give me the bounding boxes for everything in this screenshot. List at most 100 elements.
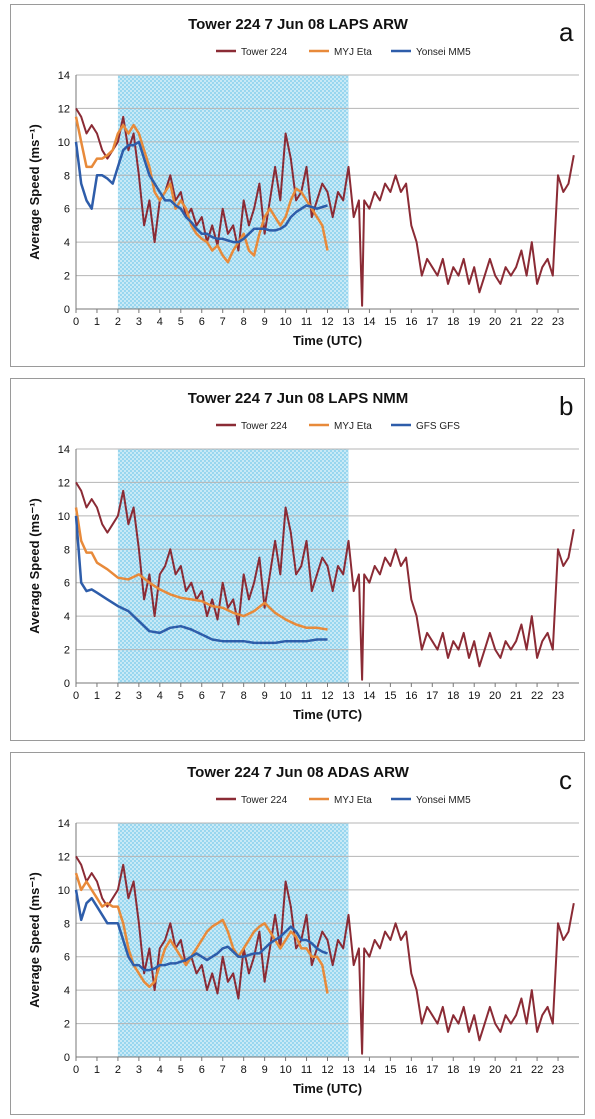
y-tick-label: 12: [58, 477, 70, 489]
x-tick-label: 13: [342, 316, 354, 328]
legend-entry: Yonsei MM5: [391, 47, 471, 58]
x-tick-label: 12: [321, 316, 333, 328]
x-tick-label: 15: [384, 316, 396, 328]
y-tick-label: 4: [64, 611, 70, 623]
x-tick-label: 13: [342, 690, 354, 702]
legend-label: Yonsei MM5: [416, 795, 471, 806]
legend-label: GFS GFS: [416, 421, 460, 432]
y-tick-label: 8: [64, 170, 70, 182]
legend-entry: GFS GFS: [391, 421, 460, 432]
x-tick-label: 10: [279, 1064, 291, 1076]
y-tick-label: 10: [58, 511, 70, 523]
series-line-tower-224: [75, 481, 575, 681]
x-tick-label: 18: [447, 316, 459, 328]
x-tick-label: 22: [531, 1064, 543, 1076]
x-axis-title: Time (UTC): [293, 333, 362, 348]
series-line-myj-eta: [74, 507, 328, 631]
series-line-tower-224: [75, 855, 575, 1055]
series-line-yonsei-mm5: [74, 140, 328, 244]
y-tick-label: 14: [58, 444, 70, 456]
x-tick-label: 4: [157, 1064, 163, 1076]
panel-label: c: [559, 765, 572, 795]
x-tick-label: 23: [552, 1064, 564, 1076]
series-line-gfs-gfs: [74, 515, 328, 645]
y-tick-label: 6: [64, 204, 70, 216]
x-axis-title: Time (UTC): [293, 1081, 362, 1096]
chart-b-svg: Tower 224 7 Jun 08 LAPS NMM b Tower 224 MYJ…: [27, 390, 579, 722]
x-tick-label: 21: [510, 316, 522, 328]
x-tick-label: 22: [531, 316, 543, 328]
x-tick-label: 13: [342, 1064, 354, 1076]
x-tick-label: 22: [531, 690, 543, 702]
x-tick-label: 12: [321, 690, 333, 702]
x-tick-label: 0: [73, 316, 79, 328]
y-tick-label: 14: [58, 818, 70, 830]
x-tick-label: 17: [426, 316, 438, 328]
x-tick-label: 9: [262, 316, 268, 328]
chart-panel-a: Tower 224 7 Jun 08 LAPS ARW a Tower 224 MYJ…: [10, 4, 585, 367]
series-line-myj-eta: [74, 116, 329, 264]
x-tick-label: 3: [136, 690, 142, 702]
x-tick-label: 4: [157, 690, 163, 702]
legend-entry: Tower 224: [216, 421, 288, 432]
x-tick-label: 23: [552, 316, 564, 328]
chart-panel-b: Tower 224 7 Jun 08 LAPS NMM b Tower 224 MYJ…: [10, 378, 585, 741]
y-tick-label: 10: [58, 137, 70, 149]
chart-title: Tower 224 7 Jun 08 ADAS ARW: [187, 764, 410, 781]
y-tick-label: 4: [64, 237, 70, 249]
x-tick-label: 11: [301, 690, 312, 702]
x-tick-label: 19: [468, 1064, 480, 1076]
y-tick-label: 8: [64, 918, 70, 930]
y-axis-title: Average Speed (ms⁻¹): [27, 872, 42, 1008]
x-tick-label: 10: [279, 690, 291, 702]
legend-entry: Tower 224: [216, 795, 288, 806]
y-tick-label: 12: [58, 103, 70, 115]
legend-entry: MYJ Eta: [309, 421, 372, 432]
y-axis-title: Average Speed (ms⁻¹): [27, 124, 42, 260]
x-tick-label: 16: [405, 1064, 417, 1076]
y-axis-title: Average Speed (ms⁻¹): [27, 498, 42, 634]
series-line-yonsei-mm5: [74, 889, 328, 972]
x-tick-label: 4: [157, 316, 163, 328]
x-tick-label: 6: [199, 316, 205, 328]
chart-c-svg: Tower 224 7 Jun 08 ADAS ARW c Tower 224 MYJ…: [27, 764, 579, 1096]
x-tick-label: 16: [405, 316, 417, 328]
legend-label: Yonsei MM5: [416, 47, 471, 58]
legend-label: Tower 224: [241, 47, 288, 58]
x-tick-label: 2: [115, 690, 121, 702]
x-tick-label: 14: [363, 316, 375, 328]
x-tick-label: 8: [241, 690, 247, 702]
shaded-period: [117, 823, 349, 1057]
chart-panel-c: Tower 224 7 Jun 08 ADAS ARW c Tower 224 MYJ…: [10, 752, 585, 1115]
shaded-period: [117, 75, 349, 309]
x-tick-label: 18: [447, 690, 459, 702]
y-tick-label: 12: [58, 851, 70, 863]
y-tick-label: 8: [64, 544, 70, 556]
x-tick-label: 0: [73, 1064, 79, 1076]
y-tick-label: 10: [58, 885, 70, 897]
y-tick-label: 14: [58, 70, 70, 82]
x-tick-label: 7: [220, 316, 226, 328]
legend-label: MYJ Eta: [334, 421, 372, 432]
legend-entry: Yonsei MM5: [391, 795, 471, 806]
x-tick-label: 17: [426, 690, 438, 702]
x-tick-label: 7: [220, 690, 226, 702]
x-tick-label: 21: [510, 1064, 522, 1076]
y-tick-label: 2: [64, 1019, 70, 1031]
x-tick-label: 7: [220, 1064, 226, 1076]
legend-entry: Tower 224: [216, 47, 288, 58]
x-tick-label: 1: [94, 316, 100, 328]
chart-title: Tower 224 7 Jun 08 LAPS ARW: [188, 16, 409, 33]
y-tick-label: 2: [64, 271, 70, 283]
x-tick-label: 6: [199, 690, 205, 702]
x-tick-label: 17: [426, 1064, 438, 1076]
chart-title: Tower 224 7 Jun 08 LAPS NMM: [188, 390, 409, 407]
y-tick-label: 2: [64, 645, 70, 657]
y-tick-label: 6: [64, 578, 70, 590]
x-tick-label: 3: [136, 1064, 142, 1076]
panel-label: a: [559, 17, 574, 47]
x-tick-label: 23: [552, 690, 564, 702]
x-tick-label: 20: [489, 1064, 501, 1076]
x-tick-label: 0: [73, 690, 79, 702]
x-tick-label: 5: [178, 316, 184, 328]
